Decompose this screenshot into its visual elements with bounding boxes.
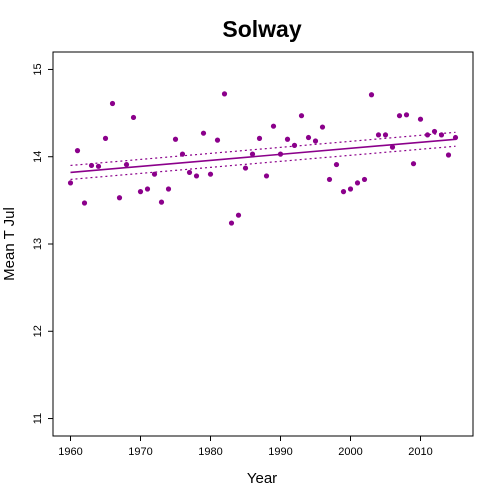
x-tick-label: 1960: [58, 446, 82, 458]
data-point: [375, 132, 382, 138]
data-point: [291, 142, 298, 148]
data-point: [333, 161, 340, 168]
data-point: [186, 169, 193, 176]
trend-line: [70, 138, 456, 174]
y-tick-label: 13: [32, 238, 44, 250]
data-point: [305, 134, 312, 141]
data-point: [130, 114, 137, 121]
data-point: [193, 173, 200, 179]
data-point: [284, 136, 291, 142]
data-points: [67, 91, 459, 226]
data-point: [277, 151, 284, 157]
data-point: [326, 176, 333, 183]
data-point: [438, 132, 445, 138]
data-point: [95, 163, 102, 169]
y-tick-label: 15: [32, 63, 44, 75]
data-point: [151, 171, 158, 177]
data-point: [123, 161, 130, 168]
data-point: [361, 176, 368, 183]
data-point: [452, 134, 459, 141]
data-point: [144, 186, 151, 192]
plot-area-frame: [52, 51, 474, 437]
data-point: [102, 135, 109, 141]
data-point: [270, 123, 277, 129]
trend-lines: [70, 131, 456, 181]
data-point: [424, 132, 431, 138]
data-point: [172, 136, 179, 142]
y-axis: 11 12 13 14 15: [32, 63, 53, 424]
data-point: [410, 161, 417, 167]
data-point: [74, 148, 81, 154]
data-point: [382, 132, 389, 138]
x-axis: 1960 1970 1980 1990 2000 2010: [58, 436, 433, 458]
data-point: [228, 220, 235, 226]
data-point: [312, 138, 319, 144]
data-point: [109, 100, 116, 107]
x-tick-label: 1980: [198, 446, 222, 458]
x-tick-label: 2000: [338, 446, 362, 458]
data-point: [207, 171, 214, 177]
data-point: [116, 195, 123, 201]
data-point: [396, 113, 403, 119]
data-point: [214, 137, 221, 143]
data-point: [200, 130, 207, 136]
data-point: [298, 113, 305, 119]
data-point: [354, 180, 361, 186]
data-point: [389, 144, 396, 150]
data-point: [256, 135, 263, 141]
data-point: [249, 151, 256, 157]
data-point: [368, 92, 375, 98]
y-axis-label: Mean T Jul: [1, 207, 18, 281]
x-axis-label: Year: [247, 470, 277, 487]
data-point: [221, 91, 228, 97]
x-tick-label: 1970: [128, 446, 152, 458]
data-point: [403, 112, 410, 118]
x-tick-label: 1990: [268, 446, 292, 458]
data-point: [340, 189, 347, 195]
y-tick-label: 11: [32, 413, 44, 424]
data-point: [431, 128, 438, 135]
data-point: [165, 186, 172, 192]
data-point: [137, 189, 144, 195]
data-point: [417, 116, 424, 122]
data-point: [347, 186, 354, 192]
data-point: [179, 151, 186, 157]
data-point: [88, 162, 95, 169]
x-tick-label: 2010: [408, 446, 432, 458]
data-point: [67, 180, 74, 186]
data-point: [263, 173, 270, 179]
chart-title: Solway: [222, 16, 301, 42]
data-point: [319, 124, 326, 130]
data-point: [445, 152, 452, 158]
data-point: [81, 200, 88, 206]
y-tick-label: 12: [32, 325, 44, 337]
data-point: [235, 212, 242, 218]
data-point: [158, 199, 165, 205]
y-tick-label: 14: [32, 151, 44, 163]
data-point: [242, 165, 249, 171]
upper-confidence-line: [70, 131, 456, 167]
